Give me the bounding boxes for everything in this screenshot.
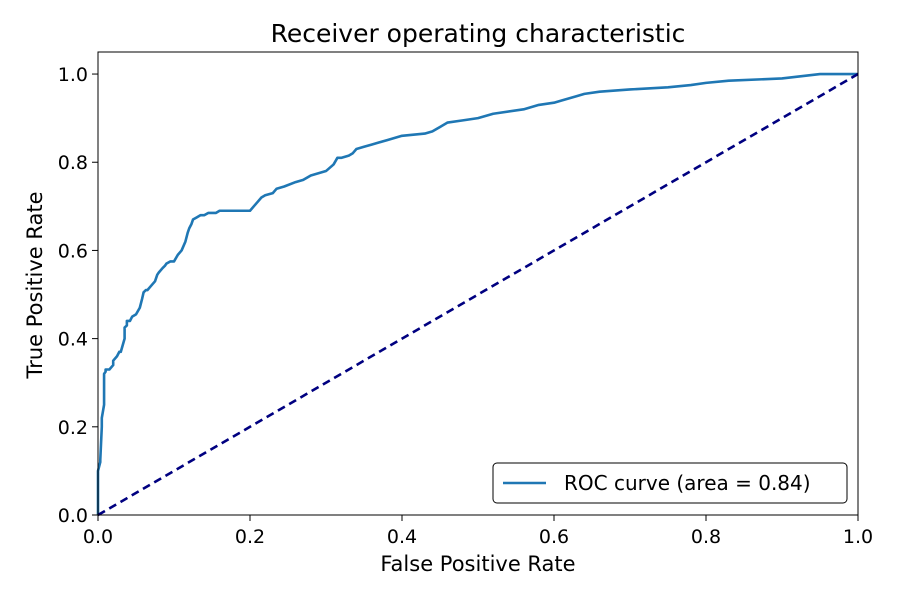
- x-tick-label: 0.0: [83, 526, 113, 548]
- x-axis-label: False Positive Rate: [380, 552, 575, 576]
- x-tick-label: 1.0: [843, 526, 873, 548]
- legend-box: [492, 462, 848, 504]
- plot-frame: [97, 51, 859, 516]
- x-tick-label: 0.2: [235, 526, 265, 548]
- x-tick-label: 0.8: [691, 526, 721, 548]
- y-axis-label: True Positive Rate: [23, 191, 47, 379]
- y-tick-label: 0.6: [58, 240, 88, 262]
- x-tick-label: 0.4: [387, 526, 417, 548]
- y-tick-label: 0.2: [58, 417, 88, 439]
- chart-title: Receiver operating characteristic: [271, 19, 686, 48]
- chance-diagonal-line: [97, 72, 859, 517]
- y-tick-label: 0.8: [58, 152, 88, 174]
- y-tick-label: 0.0: [58, 505, 88, 527]
- y-tick-label: 1.0: [58, 64, 88, 86]
- y-tick-label: 0.4: [58, 329, 88, 351]
- legend-label: ROC curve (area = 0.84): [564, 471, 811, 495]
- plot-area: 0.0 0.2 0.4 0.6 0.8 1.0 0.0 0.2 0.4 0.6 0.8 1.0 ROC …: [58, 51, 873, 548]
- roc-curve-line: [96, 72, 858, 515]
- x-tick-label: 0.6: [539, 526, 569, 548]
